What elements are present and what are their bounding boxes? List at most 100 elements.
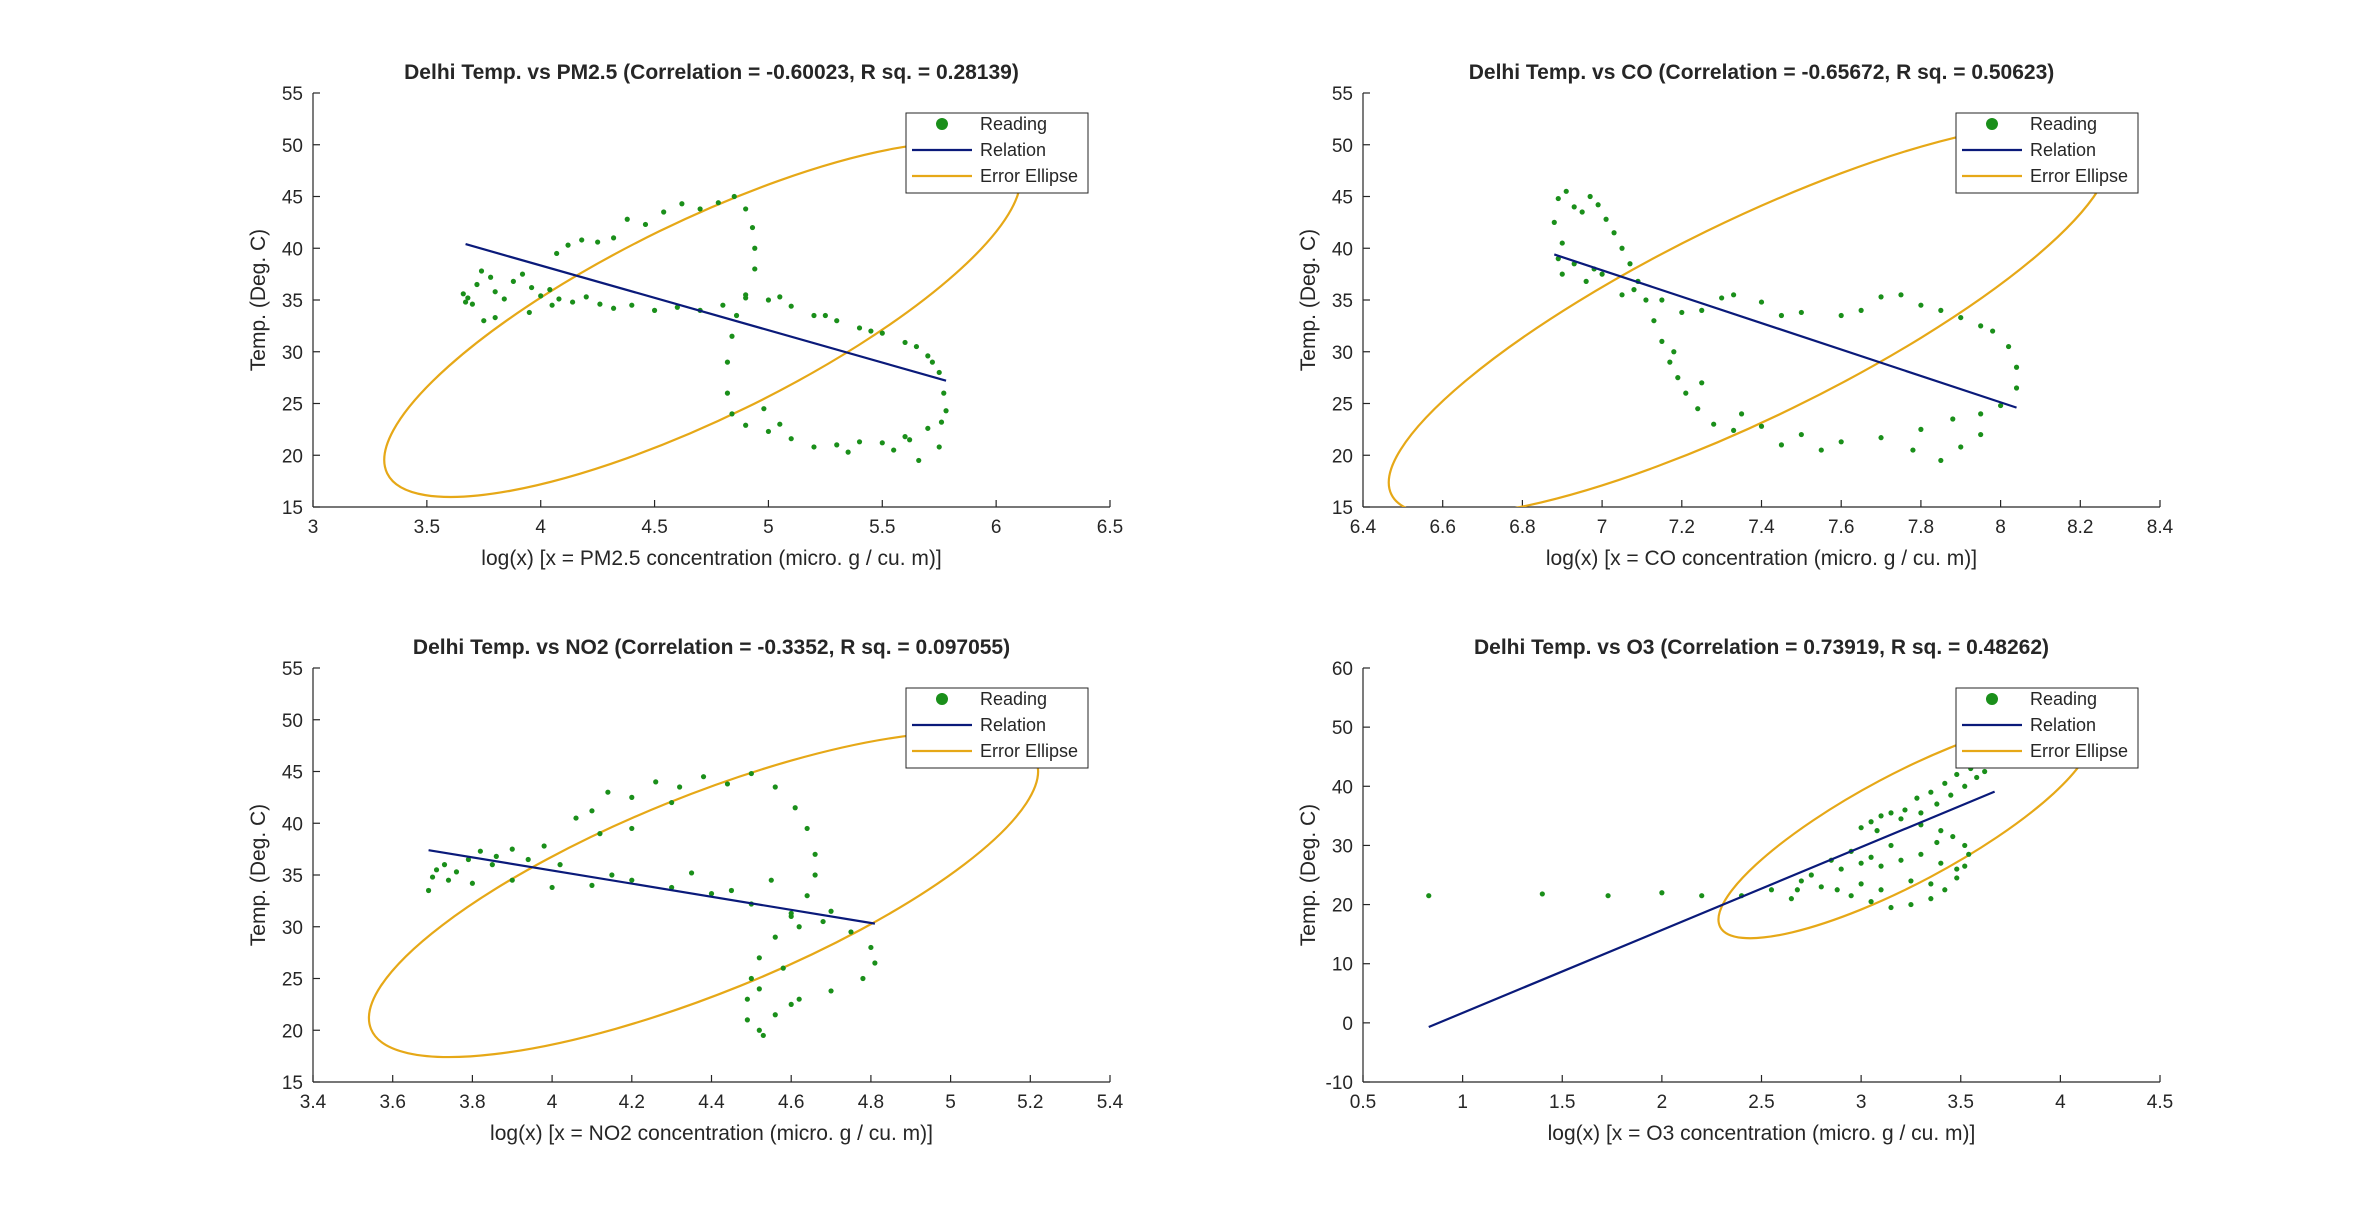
o3-reading-point bbox=[1888, 842, 1894, 849]
co-reading-point bbox=[1798, 309, 1804, 316]
pm25-reading-point bbox=[879, 440, 885, 446]
co-reading-point bbox=[1738, 411, 1745, 417]
pm25-reading-point bbox=[595, 239, 601, 245]
pm25-reading-point bbox=[715, 200, 721, 206]
no2-reading-point bbox=[677, 784, 683, 790]
no2-reading-point bbox=[796, 924, 802, 930]
pm25-y-tick-label: 55 bbox=[282, 84, 303, 105]
pm25-reading-point bbox=[642, 221, 649, 228]
pm25-reading-point bbox=[916, 457, 922, 464]
co-reading-point bbox=[1878, 294, 1884, 300]
no2-reading-point bbox=[772, 934, 778, 940]
pm25-reading-point bbox=[856, 325, 863, 331]
no2-reading-point bbox=[756, 986, 762, 992]
no2-legend-ellipse-label: Error Ellipse bbox=[980, 741, 1078, 761]
pm25-reading-point bbox=[510, 278, 516, 284]
no2-reading-point bbox=[525, 856, 531, 863]
pm25-reading-point bbox=[724, 359, 731, 365]
no2-reading-point bbox=[820, 918, 826, 925]
no2-y-tick-label: 15 bbox=[282, 1073, 303, 1094]
o3-reading-point bbox=[1942, 887, 1948, 893]
o3-reading-point bbox=[1808, 872, 1814, 878]
co-reading-point bbox=[1878, 435, 1884, 441]
no2-reading-point bbox=[748, 975, 754, 982]
pm25-reading-point bbox=[529, 284, 535, 291]
pm25-reading-point bbox=[891, 447, 897, 453]
co-reading-point bbox=[1998, 402, 2004, 409]
pm25-reading-point bbox=[856, 439, 863, 445]
pm25-x-tick-label: 6.5 bbox=[1097, 517, 1123, 538]
no2-reading-point bbox=[748, 770, 754, 777]
co-reading-point bbox=[1695, 406, 1701, 412]
co-x-tick-label: 8.2 bbox=[2067, 517, 2093, 538]
co-x-tick-label: 6.8 bbox=[1509, 517, 1535, 538]
o3-legend-ellipse-label: Error Ellipse bbox=[2030, 741, 2128, 761]
pm25-y-tick-label: 35 bbox=[282, 291, 303, 312]
o3-y-tick-label: 20 bbox=[1332, 896, 1353, 917]
o3-x-tick-label: 4 bbox=[2055, 1092, 2066, 1113]
no2-reading-point bbox=[848, 929, 854, 935]
pm25-reading-point bbox=[538, 293, 544, 299]
co-reading-point bbox=[1667, 359, 1673, 365]
co-reading-point bbox=[1571, 204, 1577, 210]
no2-reading-point bbox=[760, 1032, 766, 1039]
pm25-reading-point bbox=[469, 301, 475, 307]
pm25-reading-point bbox=[907, 437, 913, 443]
no2-reading-point bbox=[724, 781, 731, 787]
o3-y-axis-label: Temp. (Deg. C) bbox=[1297, 804, 1320, 946]
pm25-chart-title: Delhi Temp. vs PM2.5 (Correlation = -0.6… bbox=[404, 61, 1019, 84]
o3-reading-point bbox=[1699, 893, 1705, 899]
no2-reading-point bbox=[589, 882, 595, 888]
pm25-reading-point bbox=[526, 309, 532, 316]
pm25-reading-point bbox=[629, 302, 635, 308]
pm25-reading-point bbox=[679, 201, 685, 207]
co-y-axis-label: Temp. (Deg. C) bbox=[1297, 229, 1320, 371]
co-reading-point bbox=[1858, 307, 1864, 313]
pm25-y-tick-label: 20 bbox=[282, 446, 303, 467]
o3-x-tick-label: 2 bbox=[1657, 1092, 1668, 1113]
o3-reading-point bbox=[1888, 904, 1894, 911]
o3-reading-point bbox=[1962, 863, 1968, 869]
no2-reading-point bbox=[653, 779, 659, 785]
no2-reading-point bbox=[812, 872, 818, 878]
co-reading-point bbox=[1978, 431, 1984, 438]
pm25-reading-point bbox=[478, 268, 485, 274]
no2-reading-point bbox=[804, 893, 810, 899]
no2-x-tick-label: 4.4 bbox=[698, 1092, 725, 1113]
pm25-reading-point bbox=[788, 436, 794, 442]
no2-reading-point bbox=[429, 874, 436, 880]
no2-y-tick-label: 50 bbox=[282, 711, 303, 732]
subplot-no2: 3.4 3.6 3.8 4 4.2 4.4 4.6 4.8 5 5.2 5.4 15 20 25 30 35 4… bbox=[247, 636, 1124, 1145]
no2-reading-point bbox=[728, 887, 735, 894]
subplot-o3: 0.5 1 1.5 2 2.5 3 3.5 4 4.5 -10 0 10 20 30 40 50 60 Delhi… bbox=[1297, 636, 2173, 1145]
o3-legend-reading-label: Reading bbox=[2030, 689, 2097, 709]
pm25-reading-point bbox=[501, 296, 507, 302]
pm25-reading-point bbox=[743, 422, 749, 428]
co-y-tick-label: 20 bbox=[1332, 446, 1353, 467]
no2-reading-point bbox=[589, 808, 595, 814]
o3-reading-point bbox=[1962, 783, 1968, 789]
o3-x-axis-label: log(x) [x = O3 concentration (micro. g /… bbox=[1548, 1122, 1976, 1145]
no2-reading-point bbox=[629, 825, 635, 832]
no2-x-tick-label: 4.6 bbox=[778, 1092, 804, 1113]
co-y-tick-label: 40 bbox=[1332, 239, 1353, 260]
co-reading-point bbox=[1583, 278, 1589, 284]
no2-reading-point bbox=[489, 862, 495, 868]
no2-reading-point bbox=[756, 955, 762, 961]
no2-reading-point bbox=[441, 862, 448, 868]
co-x-tick-label: 7.4 bbox=[1748, 517, 1775, 538]
pm25-reading-point bbox=[565, 242, 571, 248]
no2-reading-point bbox=[573, 815, 579, 821]
pm25-y-axis-label: Temp. (Deg. C) bbox=[247, 229, 270, 371]
no2-reading-point bbox=[509, 877, 515, 883]
pm25-reading-point bbox=[661, 209, 667, 215]
o3-x-tick-label: 2.5 bbox=[1748, 1092, 1774, 1113]
pm25-reading-point bbox=[731, 193, 737, 200]
co-x-tick-label: 7.2 bbox=[1669, 517, 1695, 538]
no2-reading-point bbox=[629, 794, 635, 800]
pm25-relation-line bbox=[465, 243, 947, 382]
co-reading-point bbox=[1659, 338, 1665, 344]
co-reading-point bbox=[1910, 447, 1916, 453]
pm25-y-tick-label: 15 bbox=[282, 498, 303, 519]
